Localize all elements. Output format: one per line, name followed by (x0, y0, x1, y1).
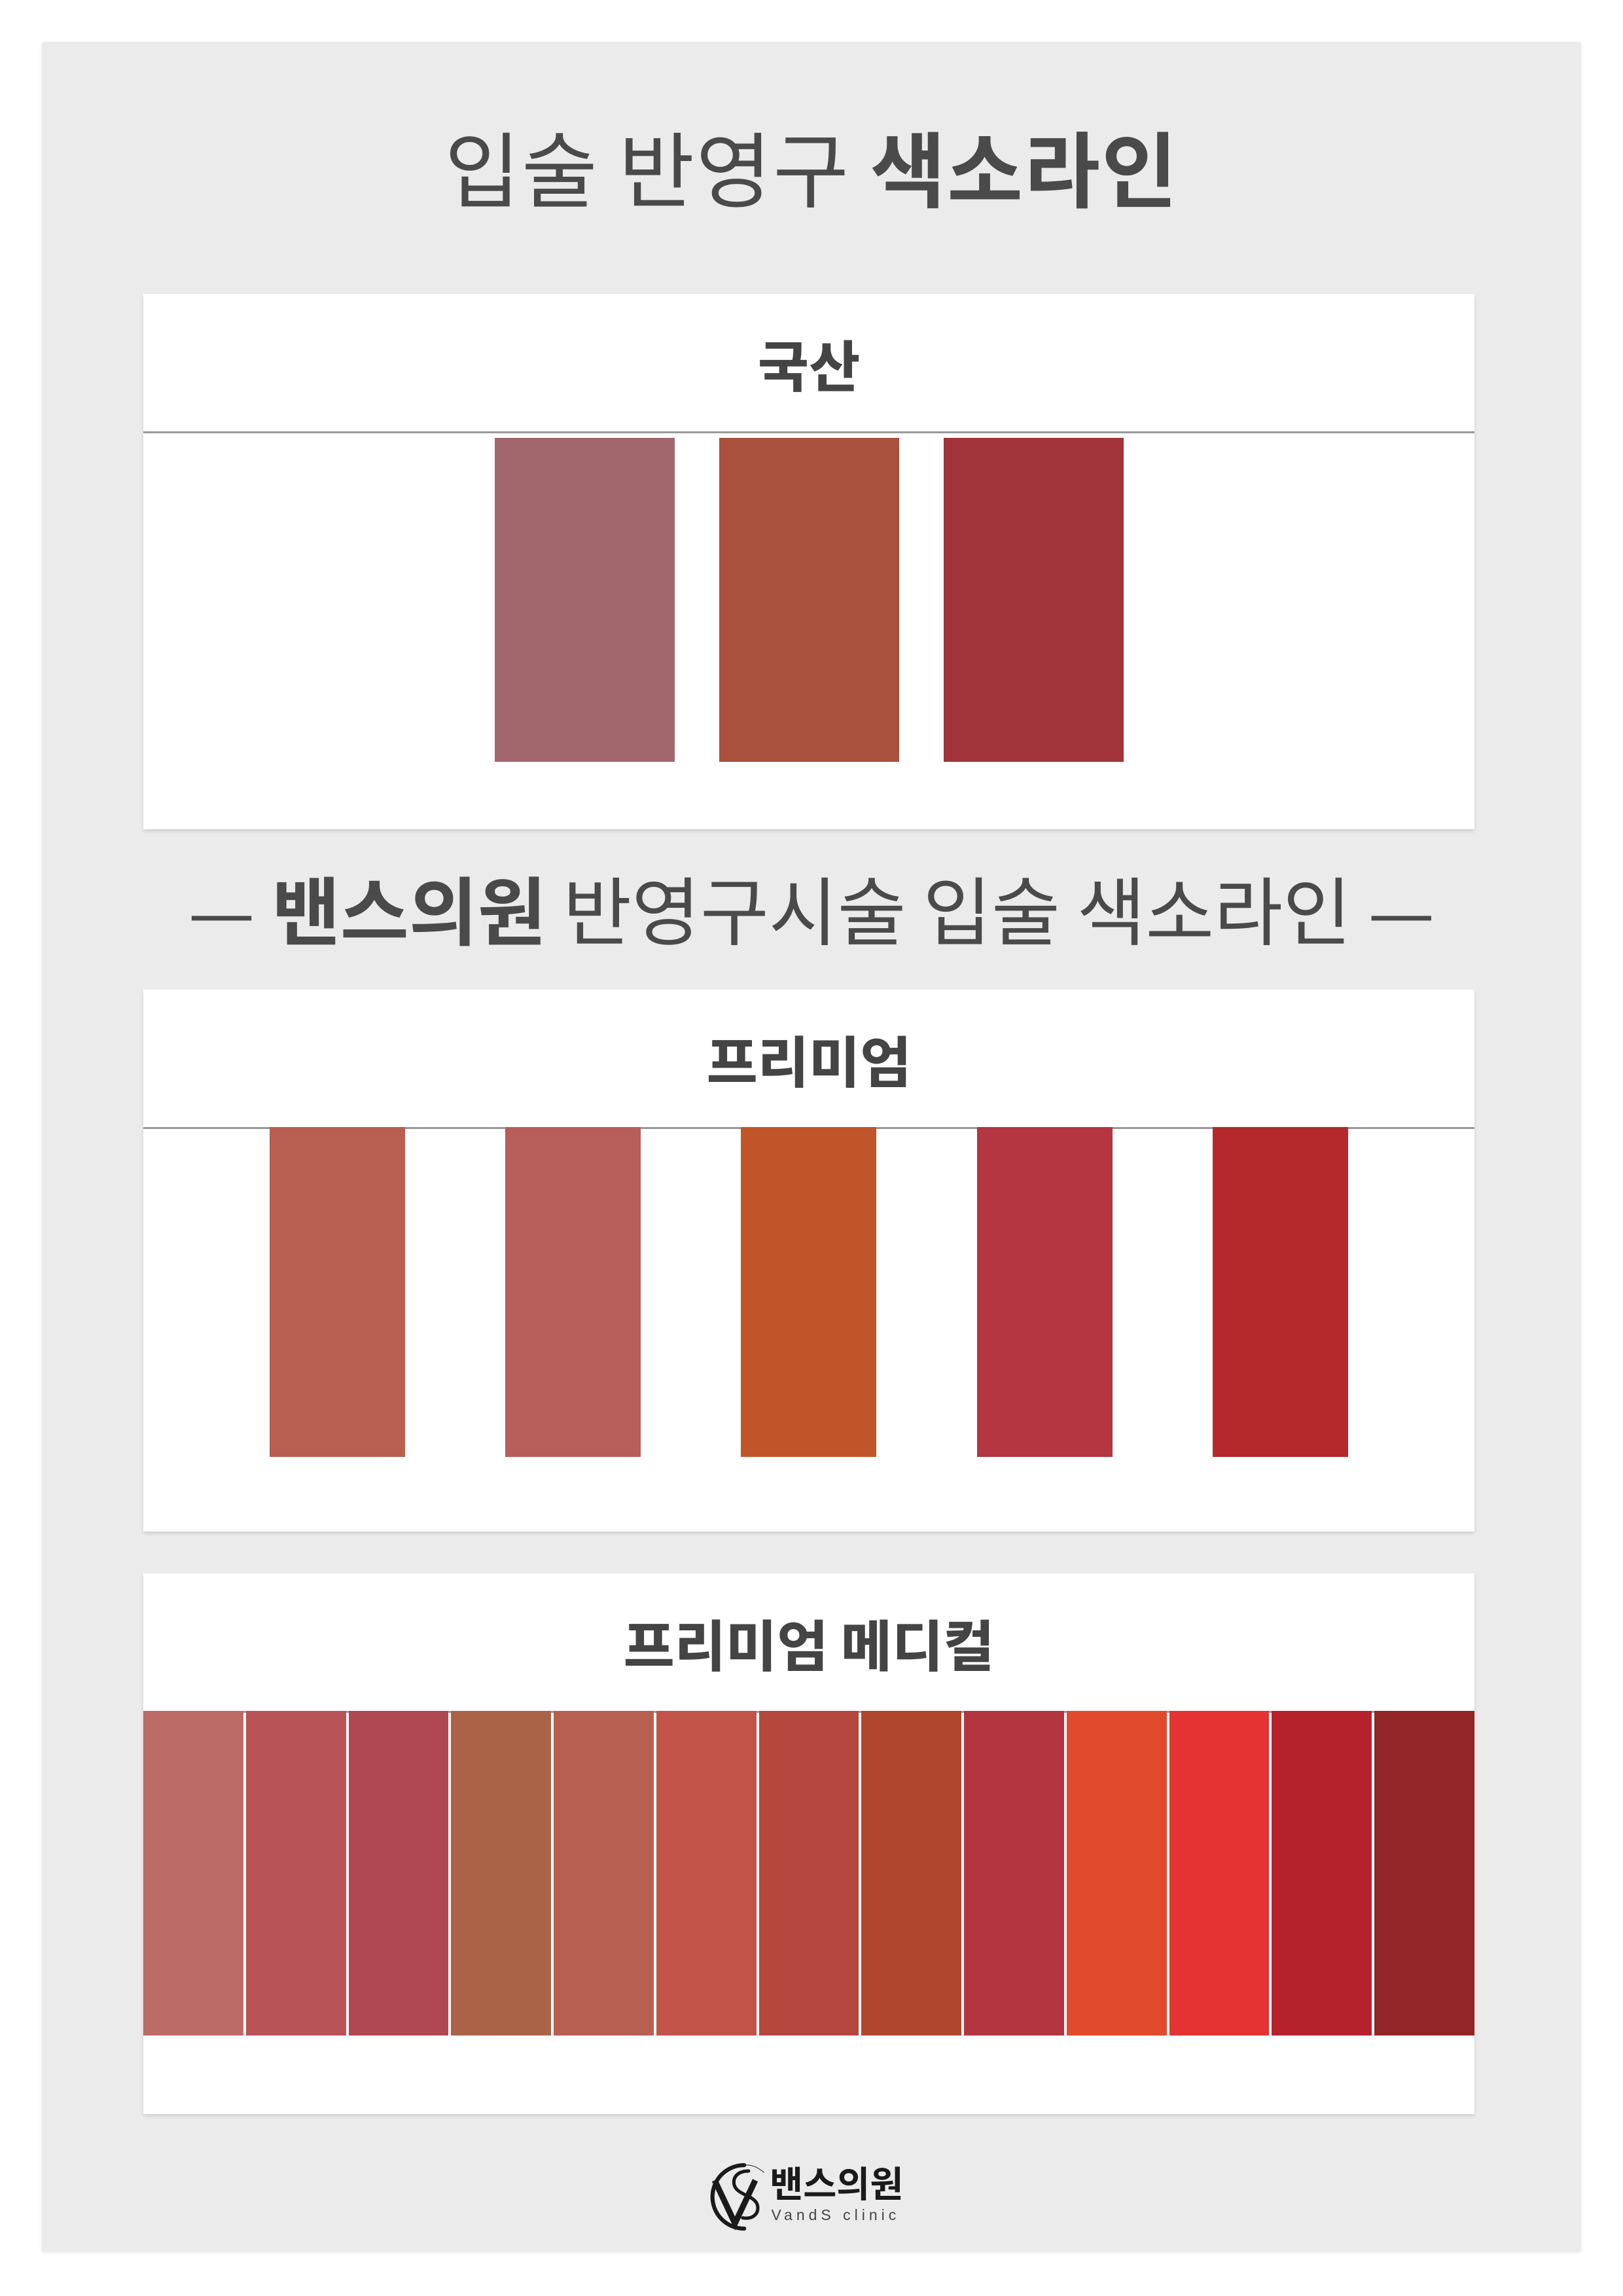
svg-text:VandS clinic: VandS clinic (771, 2206, 900, 2223)
svg-text:밴스의원: 밴스의원 (770, 2160, 903, 2208)
